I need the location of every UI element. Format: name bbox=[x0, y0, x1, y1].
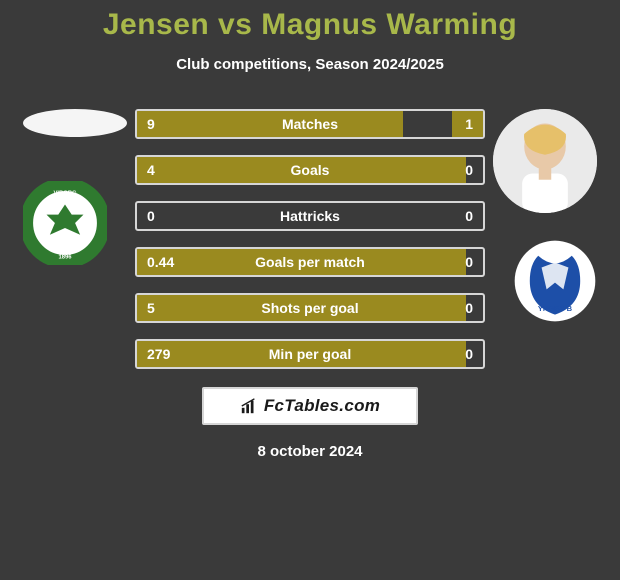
stat-label: Hattricks bbox=[137, 203, 483, 229]
footer-brand-badge[interactable]: FcTables.com bbox=[202, 387, 418, 425]
stat-label: Goals per match bbox=[137, 249, 483, 275]
player-left-avatar-placeholder bbox=[23, 109, 127, 137]
stat-row: 40Goals bbox=[135, 155, 485, 185]
comparison-main: VIBORG 1896 91Matches 40Goals 00Hattricks 0… bbox=[0, 109, 620, 369]
page-subtitle: Club competitions, Season 2024/2025 bbox=[176, 56, 444, 73]
stat-label: Goals bbox=[137, 157, 483, 183]
svg-text:VIBORG: VIBORG bbox=[53, 190, 77, 196]
page-title: Jensen vs Magnus Warming bbox=[103, 8, 517, 42]
right-player-column: YNGBY B bbox=[485, 109, 605, 369]
stats-bar-list: 91Matches 40Goals 00Hattricks 0.440Goals pe… bbox=[135, 109, 485, 369]
footer-brand-text: FcTables.com bbox=[264, 396, 380, 416]
svg-text:YNGBY B: YNGBY B bbox=[538, 304, 573, 313]
fctables-logo-icon bbox=[240, 397, 258, 415]
left-player-column: VIBORG 1896 bbox=[15, 109, 135, 369]
page-container: Jensen vs Magnus Warming Club competitio… bbox=[0, 0, 620, 460]
viborg-badge-icon: VIBORG 1896 bbox=[23, 181, 107, 265]
stat-row: 2790Min per goal bbox=[135, 339, 485, 369]
lyngby-badge-icon: YNGBY B bbox=[513, 239, 597, 323]
player-right-avatar bbox=[493, 109, 597, 213]
player-right-club-badge: YNGBY B bbox=[513, 239, 597, 323]
svg-text:1896: 1896 bbox=[58, 254, 72, 260]
player-left-club-badge: VIBORG 1896 bbox=[23, 181, 107, 265]
stat-row: 50Shots per goal bbox=[135, 293, 485, 323]
stat-row: 91Matches bbox=[135, 109, 485, 139]
stat-label: Shots per goal bbox=[137, 295, 483, 321]
player-right-photo-placeholder-icon bbox=[493, 109, 597, 213]
footer-date: 8 october 2024 bbox=[257, 443, 362, 460]
stat-label: Matches bbox=[137, 111, 483, 137]
stat-row: 0.440Goals per match bbox=[135, 247, 485, 277]
stat-row: 00Hattricks bbox=[135, 201, 485, 231]
stat-label: Min per goal bbox=[137, 341, 483, 367]
